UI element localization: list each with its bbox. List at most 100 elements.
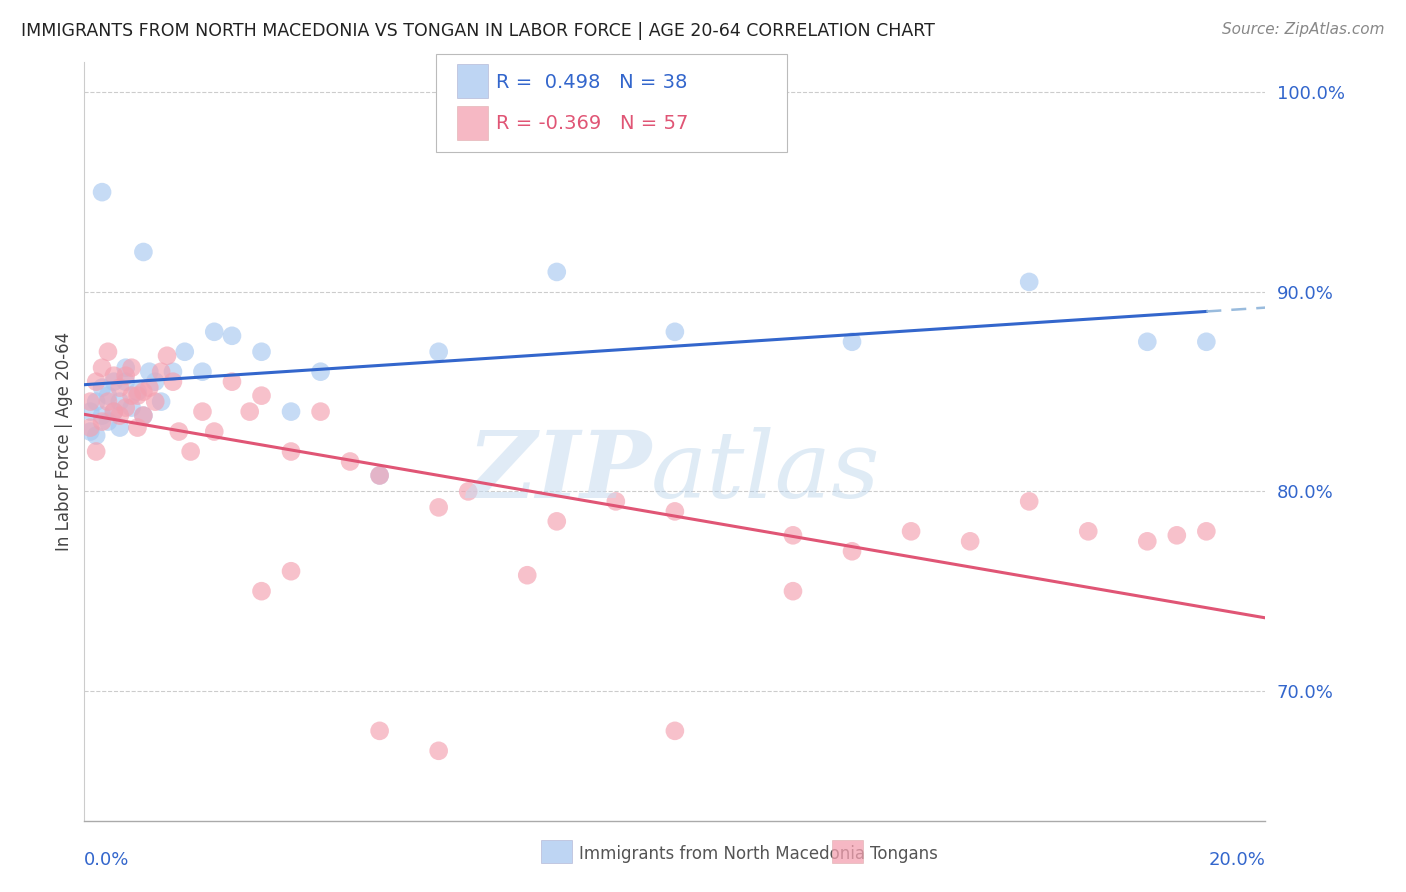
Point <box>97 389 120 403</box>
Point <box>239 404 262 418</box>
Point <box>84 428 107 442</box>
Point <box>1077 524 1099 539</box>
Point <box>108 409 131 423</box>
Point <box>91 415 114 429</box>
Point <box>368 723 391 738</box>
Point <box>180 444 202 458</box>
Point <box>516 568 538 582</box>
Point <box>138 365 160 379</box>
Point <box>121 401 143 415</box>
Text: ZIP: ZIP <box>467 427 651 516</box>
Point <box>309 365 332 379</box>
Point <box>91 185 114 199</box>
Point <box>132 409 155 423</box>
Point <box>114 368 136 383</box>
Point <box>841 544 863 558</box>
Text: R =  0.498   N = 38: R = 0.498 N = 38 <box>496 72 688 92</box>
Y-axis label: In Labor Force | Age 20-64: In Labor Force | Age 20-64 <box>55 332 73 551</box>
Point <box>1195 334 1218 349</box>
Point <box>150 394 173 409</box>
Point <box>84 394 107 409</box>
Point <box>309 404 332 418</box>
Point <box>1018 494 1040 508</box>
Point <box>191 404 214 418</box>
Text: Source: ZipAtlas.com: Source: ZipAtlas.com <box>1222 22 1385 37</box>
Point <box>127 389 149 403</box>
Point <box>108 394 131 409</box>
Point <box>221 375 243 389</box>
Point <box>250 344 273 359</box>
Point <box>1018 275 1040 289</box>
Point <box>103 375 125 389</box>
Point <box>114 401 136 415</box>
Point <box>121 360 143 375</box>
Point <box>132 409 155 423</box>
Point <box>457 484 479 499</box>
Point <box>143 375 166 389</box>
Point <box>138 381 160 395</box>
Point <box>162 365 184 379</box>
Point <box>250 389 273 403</box>
Point <box>250 584 273 599</box>
Point <box>97 344 120 359</box>
Text: 20.0%: 20.0% <box>1209 851 1265 869</box>
Point <box>156 349 179 363</box>
Point <box>143 394 166 409</box>
Point <box>1166 528 1188 542</box>
Point <box>191 365 214 379</box>
Point <box>1195 524 1218 539</box>
Point <box>132 244 155 259</box>
Point <box>121 389 143 403</box>
Point <box>79 394 101 409</box>
Point <box>605 494 627 508</box>
Point <box>127 384 149 399</box>
Point <box>664 325 686 339</box>
Point <box>79 420 101 434</box>
Point <box>841 334 863 349</box>
Point <box>1136 334 1159 349</box>
Point <box>162 375 184 389</box>
Point <box>150 365 173 379</box>
Text: atlas: atlas <box>651 427 880 516</box>
Point <box>280 404 302 418</box>
Point <box>546 514 568 528</box>
Point <box>664 504 686 518</box>
Point <box>202 325 225 339</box>
Point <box>79 425 101 439</box>
Point <box>280 444 302 458</box>
Point <box>91 409 114 423</box>
Point <box>108 381 131 395</box>
Text: R = -0.369   N = 57: R = -0.369 N = 57 <box>496 113 689 133</box>
Point <box>427 744 450 758</box>
Point <box>339 454 361 468</box>
Point <box>84 375 107 389</box>
Point <box>79 404 101 418</box>
Point <box>1136 534 1159 549</box>
Point <box>114 375 136 389</box>
Point <box>900 524 922 539</box>
Point <box>280 564 302 578</box>
Point <box>91 360 114 375</box>
Point <box>546 265 568 279</box>
Text: Immigrants from North Macedonia: Immigrants from North Macedonia <box>579 845 865 863</box>
Point <box>221 328 243 343</box>
Point <box>108 420 131 434</box>
Point <box>173 344 195 359</box>
Point <box>427 500 450 515</box>
Point <box>91 381 114 395</box>
Text: IMMIGRANTS FROM NORTH MACEDONIA VS TONGAN IN LABOR FORCE | AGE 20-64 CORRELATION: IMMIGRANTS FROM NORTH MACEDONIA VS TONGA… <box>21 22 935 40</box>
Point <box>84 444 107 458</box>
Point <box>959 534 981 549</box>
Point <box>114 360 136 375</box>
Point <box>103 368 125 383</box>
Point <box>427 344 450 359</box>
Point <box>103 404 125 418</box>
Point <box>103 404 125 418</box>
Point <box>97 415 120 429</box>
Text: 0.0%: 0.0% <box>84 851 129 869</box>
Point <box>368 468 391 483</box>
Point <box>664 723 686 738</box>
Point <box>132 384 155 399</box>
Point <box>368 468 391 483</box>
Point <box>202 425 225 439</box>
